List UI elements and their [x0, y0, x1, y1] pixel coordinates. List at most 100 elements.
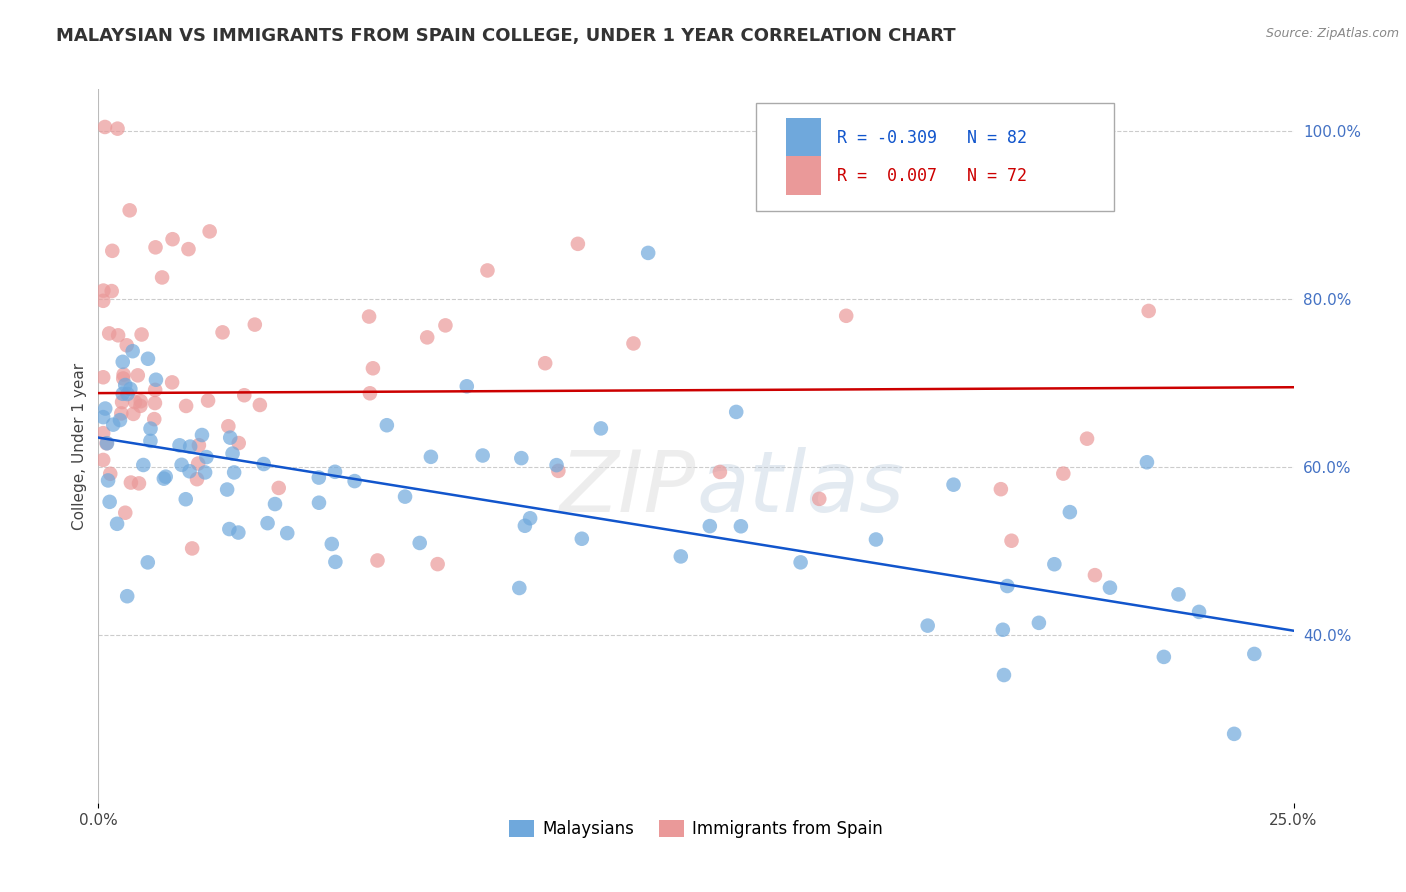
- Point: [143, 396, 166, 410]
- Point: [709, 465, 731, 479]
- Point: [1052, 467, 1074, 481]
- Point: [217, 483, 239, 497]
- Point: [187, 457, 209, 471]
- Point: [124, 395, 146, 409]
- Point: [107, 328, 129, 343]
- Point: [917, 618, 939, 632]
- Point: [1243, 647, 1265, 661]
- Point: [865, 533, 887, 547]
- Point: [115, 338, 138, 352]
- Point: [228, 436, 250, 450]
- Point: [150, 270, 173, 285]
- Point: [191, 428, 214, 442]
- Point: [198, 224, 221, 238]
- Point: [308, 496, 330, 510]
- Point: [129, 394, 152, 409]
- Point: [96, 436, 118, 450]
- Point: [725, 405, 748, 419]
- Point: [249, 398, 271, 412]
- Point: [91, 453, 114, 467]
- Point: [276, 526, 298, 541]
- Point: [219, 431, 242, 445]
- Text: Source: ZipAtlas.com: Source: ZipAtlas.com: [1265, 27, 1399, 40]
- Point: [519, 511, 541, 525]
- Text: atlas: atlas: [696, 447, 904, 531]
- Point: [122, 407, 145, 421]
- Point: [114, 378, 136, 392]
- Point: [115, 589, 138, 603]
- Point: [669, 549, 692, 564]
- Point: [1059, 505, 1081, 519]
- Text: ZIP: ZIP: [560, 447, 696, 531]
- Point: [91, 426, 114, 441]
- Point: [375, 418, 398, 433]
- Point: [434, 318, 457, 333]
- Point: [111, 386, 134, 401]
- Point: [145, 240, 167, 254]
- Text: R =  0.007   N = 72: R = 0.007 N = 72: [837, 168, 1026, 186]
- Point: [114, 506, 136, 520]
- Point: [211, 326, 233, 340]
- Point: [253, 457, 276, 471]
- Point: [547, 464, 569, 478]
- Point: [571, 532, 593, 546]
- Point: [416, 330, 439, 344]
- Text: MALAYSIAN VS IMMIGRANTS FROM SPAIN COLLEGE, UNDER 1 YEAR CORRELATION CHART: MALAYSIAN VS IMMIGRANTS FROM SPAIN COLLE…: [56, 27, 956, 45]
- Point: [179, 440, 201, 454]
- Point: [343, 474, 366, 488]
- Point: [111, 395, 134, 409]
- FancyBboxPatch shape: [756, 103, 1115, 211]
- Point: [131, 327, 153, 342]
- Point: [170, 458, 193, 472]
- Point: [789, 555, 811, 569]
- Point: [699, 519, 721, 533]
- Point: [637, 246, 659, 260]
- FancyBboxPatch shape: [786, 118, 821, 157]
- Point: [835, 309, 858, 323]
- Point: [256, 516, 278, 530]
- Point: [194, 466, 217, 480]
- Point: [94, 401, 117, 416]
- Point: [98, 467, 121, 481]
- Point: [145, 373, 167, 387]
- Point: [121, 344, 143, 359]
- Point: [93, 284, 115, 298]
- Point: [128, 476, 150, 491]
- Point: [546, 458, 568, 472]
- Point: [127, 368, 149, 383]
- Point: [1043, 558, 1066, 572]
- Point: [589, 421, 612, 435]
- Point: [174, 492, 197, 507]
- Point: [197, 393, 219, 408]
- Point: [942, 477, 965, 491]
- Point: [993, 668, 1015, 682]
- Point: [1000, 533, 1022, 548]
- Point: [136, 351, 159, 366]
- Point: [139, 434, 162, 448]
- Point: [94, 120, 117, 134]
- Point: [195, 450, 218, 464]
- Point: [1136, 455, 1159, 469]
- Point: [186, 472, 208, 486]
- Point: [1137, 304, 1160, 318]
- Point: [143, 383, 166, 397]
- Point: [98, 326, 121, 341]
- Point: [181, 541, 204, 556]
- Point: [1188, 605, 1211, 619]
- Point: [111, 355, 134, 369]
- Point: [224, 466, 246, 480]
- Legend: Malaysians, Immigrants from Spain: Malaysians, Immigrants from Spain: [502, 813, 890, 845]
- Point: [110, 406, 132, 420]
- Point: [96, 436, 118, 450]
- Point: [359, 310, 381, 324]
- Point: [179, 464, 201, 478]
- Point: [394, 490, 416, 504]
- Point: [101, 244, 124, 258]
- Point: [112, 371, 135, 385]
- Point: [1167, 587, 1189, 601]
- Text: R = -0.309   N = 82: R = -0.309 N = 82: [837, 128, 1026, 146]
- Point: [97, 474, 120, 488]
- Point: [623, 336, 645, 351]
- Point: [426, 557, 449, 571]
- Y-axis label: College, Under 1 year: College, Under 1 year: [72, 362, 87, 530]
